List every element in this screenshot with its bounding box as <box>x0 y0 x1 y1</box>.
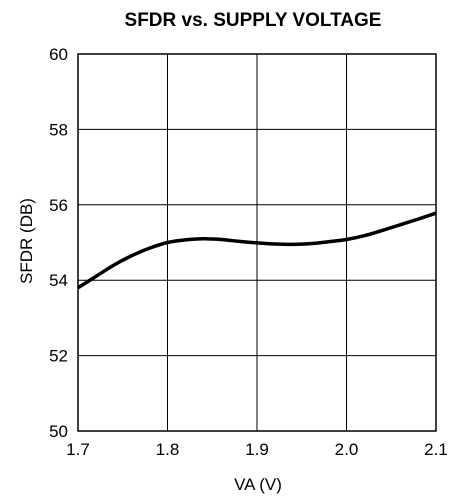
x-tick-labels: 1.7 1.8 1.9 2.0 2.1 <box>66 440 448 459</box>
y-axis-label: SFDR (DB) <box>17 198 36 284</box>
chart-title: SFDR vs. SUPPLY VOLTAGE <box>125 10 382 31</box>
x-tick-label-2: 1.9 <box>245 440 269 459</box>
y-tick-label-4: 58 <box>49 120 68 139</box>
y-tick-label-5: 60 <box>49 45 68 64</box>
series-line-0 <box>77 211 437 290</box>
y-tick-label-3: 56 <box>49 196 68 215</box>
y-tick-label-1: 52 <box>49 347 68 366</box>
y-tick-labels: 50 52 54 56 58 60 <box>49 45 68 441</box>
x-tick-label-1: 1.8 <box>156 440 180 459</box>
plot-frame <box>77 53 437 432</box>
y-tick-label-2: 54 <box>49 271 68 290</box>
x-tick-label-3: 2.0 <box>335 440 359 459</box>
y-tick-label-0: 50 <box>49 422 68 441</box>
x-axis-label: VA (V) <box>234 475 282 494</box>
series-layer <box>77 211 437 290</box>
x-tick-label-4: 2.1 <box>424 440 448 459</box>
x-tick-label-0: 1.7 <box>66 440 90 459</box>
